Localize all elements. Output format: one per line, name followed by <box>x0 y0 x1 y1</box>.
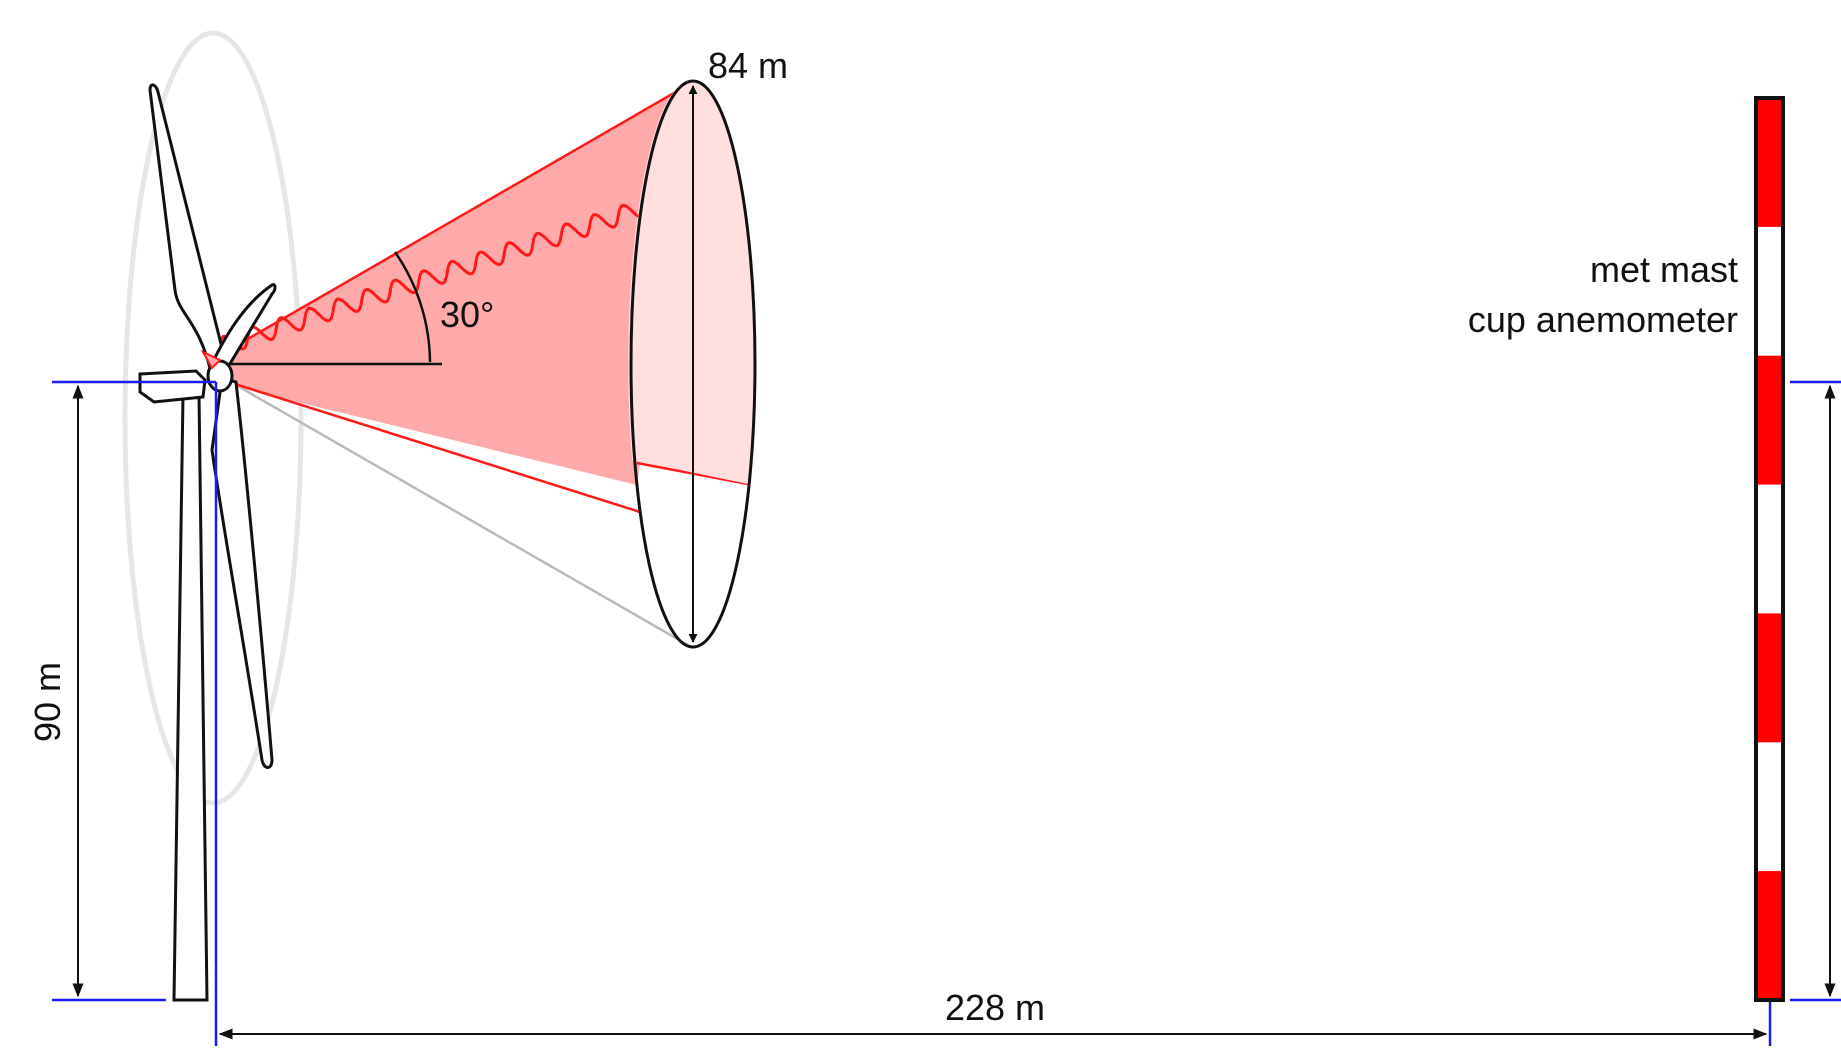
mast-segment <box>1756 98 1783 228</box>
angle-arc <box>393 251 432 363</box>
beam-upper-edge <box>207 80 694 364</box>
cone-angle-label: 30° <box>440 294 494 335</box>
beam-lower-reference-line <box>221 375 694 650</box>
lidar-beam-cone <box>210 82 693 485</box>
beam-lower-edge <box>215 376 641 514</box>
distance-label: 228 m <box>945 987 1045 1028</box>
turbine-blade-up <box>148 83 230 379</box>
beam-diameter-label: 84 m <box>708 45 788 86</box>
mast-outline <box>1754 96 1785 1002</box>
laser-wave <box>203 203 640 360</box>
turbine-tower <box>172 393 209 1002</box>
met-mast-label: met mast <box>1590 249 1738 290</box>
measurement-disc <box>629 79 757 649</box>
hub-height-label: 90 m <box>27 662 68 742</box>
met-mast <box>1754 96 1785 1002</box>
cup-anemometer-label: cup anemometer <box>1468 299 1738 340</box>
turbine-blade-down <box>210 376 274 769</box>
mast-segment <box>1756 871 1783 1001</box>
mast-segment <box>1756 355 1783 486</box>
rotor-swept-area <box>122 30 304 806</box>
mast-segment <box>1756 484 1783 614</box>
turbine-nacelle <box>138 369 207 404</box>
mast-segment <box>1756 613 1783 743</box>
lidar-head <box>200 349 222 370</box>
mast-segment <box>1756 226 1783 357</box>
mast-segment <box>1756 742 1783 872</box>
